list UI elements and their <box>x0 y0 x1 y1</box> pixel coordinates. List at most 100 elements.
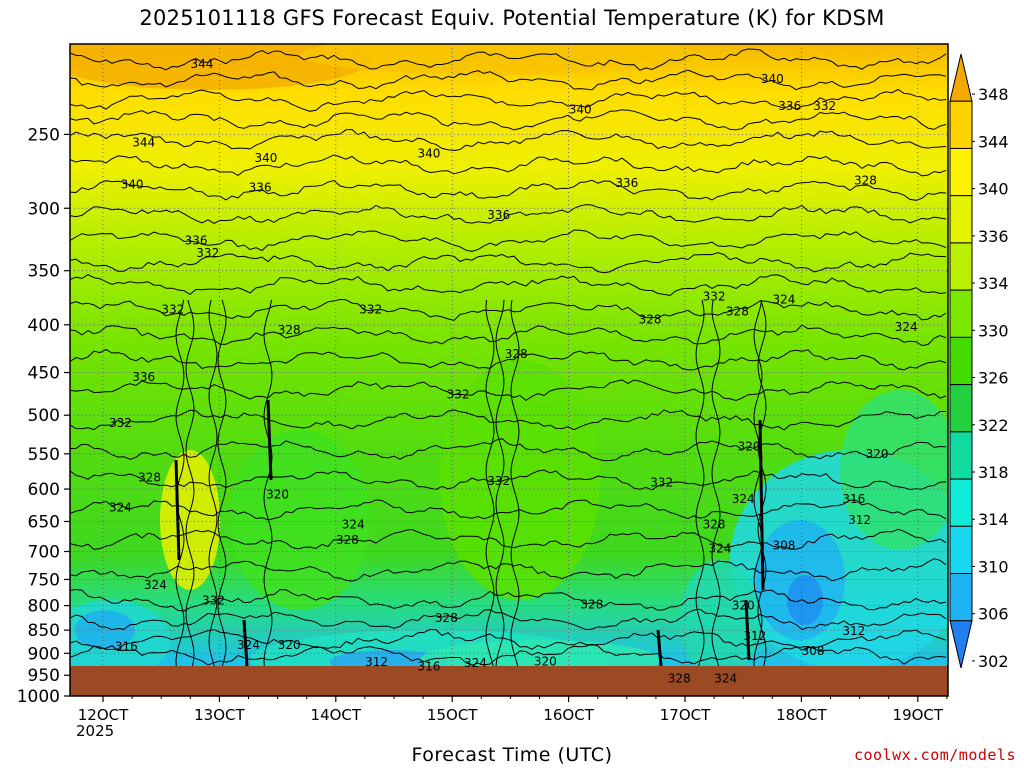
contour-label: 328 <box>703 518 726 532</box>
colorbar-label: 314 <box>978 510 1009 529</box>
y-tick-label: 500 <box>28 406 60 426</box>
contour-line <box>70 499 947 521</box>
contour-field <box>70 44 948 666</box>
contour-line <box>242 619 249 666</box>
contour-label: 340 <box>417 146 440 160</box>
contour-label: 344 <box>132 135 155 149</box>
colorbar-swatch <box>949 525 973 575</box>
colorbar-swatch <box>949 336 973 386</box>
contour-line <box>70 88 947 112</box>
colorbar-label: 348 <box>978 85 1009 104</box>
contour-line <box>70 204 947 224</box>
contour-line <box>70 128 947 152</box>
contour-label: 320 <box>266 487 289 501</box>
contour-line <box>70 179 947 201</box>
contour-label: 324 <box>714 672 737 686</box>
x-axis-title: Forecast Time (UTC) <box>411 744 613 766</box>
contour-labels: 3443443403363323283243243163323363323323… <box>109 57 918 686</box>
colorbar-swatch <box>949 289 973 338</box>
contour-line <box>70 409 946 431</box>
x-axis: 12OCT 13OCT 14OCT 15OCT 16OCT 17OCT 18OCT 19OCT <box>78 696 948 724</box>
contour-line <box>70 324 947 347</box>
contour-label: 332 <box>196 246 219 260</box>
contour-line <box>263 299 273 666</box>
contour-line <box>70 628 947 651</box>
contour-line <box>495 299 505 666</box>
colorbar-bottom-arrow <box>949 620 973 669</box>
credit-label: coolwx.com/models <box>853 746 1016 764</box>
contour-label: 312 <box>743 629 766 643</box>
contour-label: 320 <box>866 447 889 461</box>
contour-line <box>70 69 947 91</box>
field-blob <box>75 610 135 650</box>
contour-line <box>70 379 947 402</box>
x-tick-label: 18OCT <box>776 706 827 724</box>
y-tick-label: 950 <box>28 666 60 686</box>
contour-label: 336 <box>185 234 208 248</box>
colorbar-swatch <box>949 147 973 197</box>
contour-line <box>758 419 765 591</box>
y-tick-label: 600 <box>28 480 60 500</box>
plot-frame <box>69 43 949 697</box>
contour-line <box>70 109 947 131</box>
colorbar-label: 306 <box>978 605 1009 624</box>
contour-label: 308 <box>802 644 825 658</box>
contour-line <box>70 608 947 631</box>
contour-label: 328 <box>278 323 301 337</box>
contour-label: 316 <box>115 640 138 654</box>
contour-label: 332 <box>487 474 510 488</box>
x-tick-label: 15OCT <box>427 706 478 724</box>
contour-label: 320 <box>738 439 761 453</box>
contour-line <box>757 299 767 666</box>
contour-label: 308 <box>772 539 795 553</box>
contour-label: 340 <box>569 102 592 116</box>
contour-label: 324 <box>144 578 167 592</box>
ground-strip <box>70 666 948 696</box>
contour-line <box>70 469 947 491</box>
contour-label: 320 <box>732 599 755 613</box>
contour-label: 328 <box>668 672 691 686</box>
colorbar-label: 326 <box>978 369 1009 388</box>
x-tick-label: 19OCT <box>893 706 944 724</box>
colorbar-label: 334 <box>978 274 1009 293</box>
contour-label: 328 <box>505 347 528 361</box>
contour-line <box>208 299 218 666</box>
contour-line <box>266 399 273 481</box>
contour-line <box>70 229 947 252</box>
contour-label: 332 <box>650 475 673 489</box>
contour-label: 312 <box>842 624 865 638</box>
contour-line <box>70 643 947 666</box>
contour-line <box>656 629 663 666</box>
contour-label: 312 <box>365 655 388 669</box>
contour-label: 328 <box>580 598 603 612</box>
colorbar-swatch <box>949 573 973 622</box>
contour-line <box>70 274 947 297</box>
contour-line <box>510 299 520 666</box>
contour-label: 332 <box>161 302 184 316</box>
contour-label: 320 <box>278 638 301 652</box>
contour-label: 340 <box>121 178 144 192</box>
colorbar-label: 336 <box>978 227 1009 246</box>
colorbar-label: 340 <box>978 180 1009 199</box>
contour-line <box>217 299 227 666</box>
contour-label: 324 <box>732 492 755 506</box>
contour-label: 324 <box>342 518 365 532</box>
contour-label: 332 <box>359 302 382 316</box>
contour-lines <box>70 48 947 666</box>
field-blob <box>787 575 823 625</box>
year-label: 2025 <box>76 722 115 740</box>
contour-line <box>70 48 947 71</box>
field-blob <box>330 650 450 666</box>
colorbar-label: 330 <box>978 321 1009 340</box>
colorbar: 348 344 340 336 334 330 326 322 318 314 310 306 302 <box>949 53 1009 671</box>
contour-line <box>185 299 195 666</box>
y-tick-label: 550 <box>28 445 60 465</box>
contour-label: 324 <box>109 501 132 515</box>
contour-label: 320 <box>534 654 557 668</box>
colorbar-swatch <box>949 478 973 527</box>
y-tick-label: 750 <box>28 570 60 590</box>
contour-line <box>485 299 495 666</box>
contour-label: 332 <box>447 387 470 401</box>
contour-line <box>744 599 751 661</box>
